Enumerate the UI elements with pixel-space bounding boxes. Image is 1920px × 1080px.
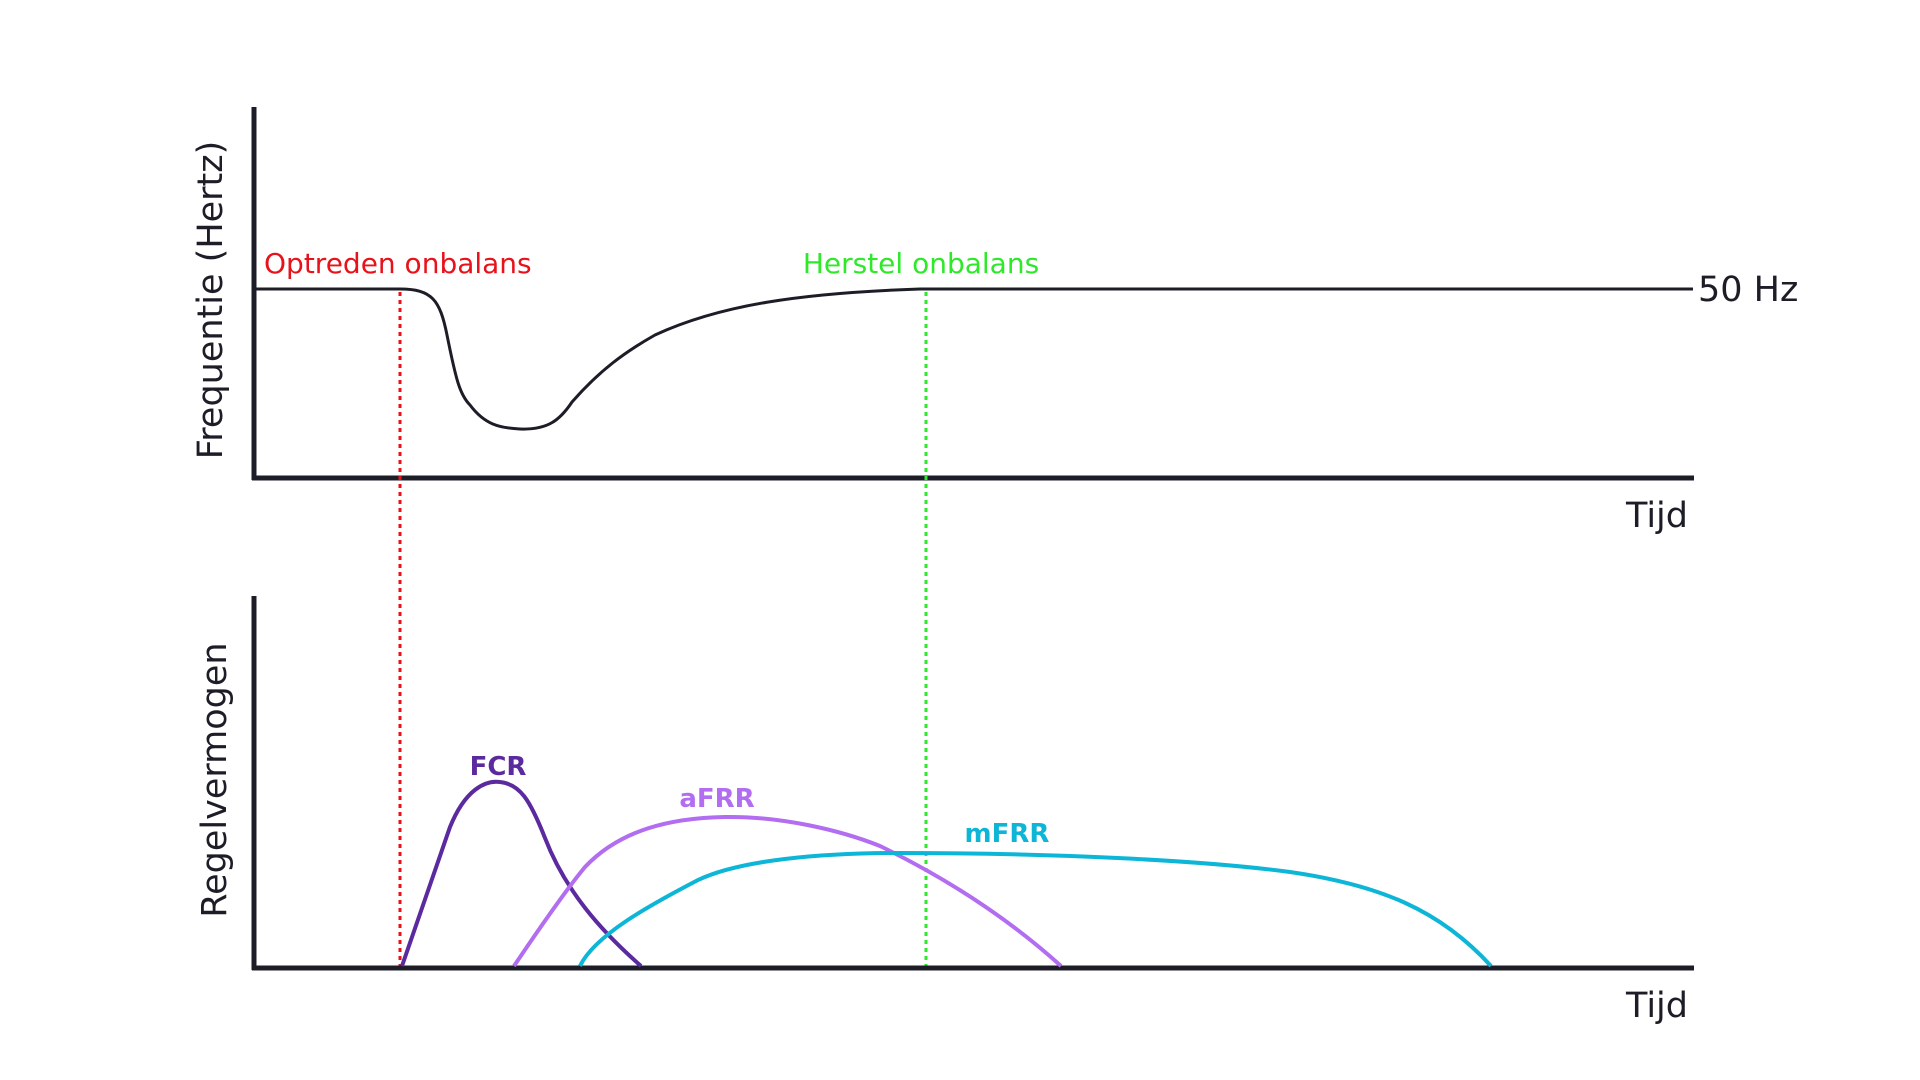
regulating-power-panel: Regelvermogen Tijd FCR aFRR mFRR	[195, 596, 1694, 1026]
mfrr-curve	[578, 850, 1493, 968]
fcr-curve	[400, 779, 643, 968]
power-y-axis-title: Regelvermogen	[195, 642, 235, 917]
afrr-curve	[512, 814, 1063, 968]
fcr-label: FCR	[470, 752, 527, 782]
event-markers: Optreden onbalans Herstel onbalans	[264, 247, 1039, 966]
afrr-label: aFRR	[679, 784, 754, 814]
reference-50hz-label: 50 Hz	[1698, 270, 1798, 310]
frequency-x-axis-title: Tijd	[1625, 496, 1688, 536]
mfrr-label: mFRR	[965, 819, 1050, 849]
frequency-panel: Frequentie (Hertz) Tijd 50 Hz	[191, 107, 1798, 536]
imbalance-recovery-label: Herstel onbalans	[803, 247, 1039, 280]
power-x-axis-title: Tijd	[1625, 986, 1688, 1026]
frequency-curve	[254, 287, 1693, 431]
frequency-y-axis-title: Frequentie (Hertz)	[191, 141, 231, 460]
imbalance-start-label: Optreden onbalans	[264, 247, 532, 280]
